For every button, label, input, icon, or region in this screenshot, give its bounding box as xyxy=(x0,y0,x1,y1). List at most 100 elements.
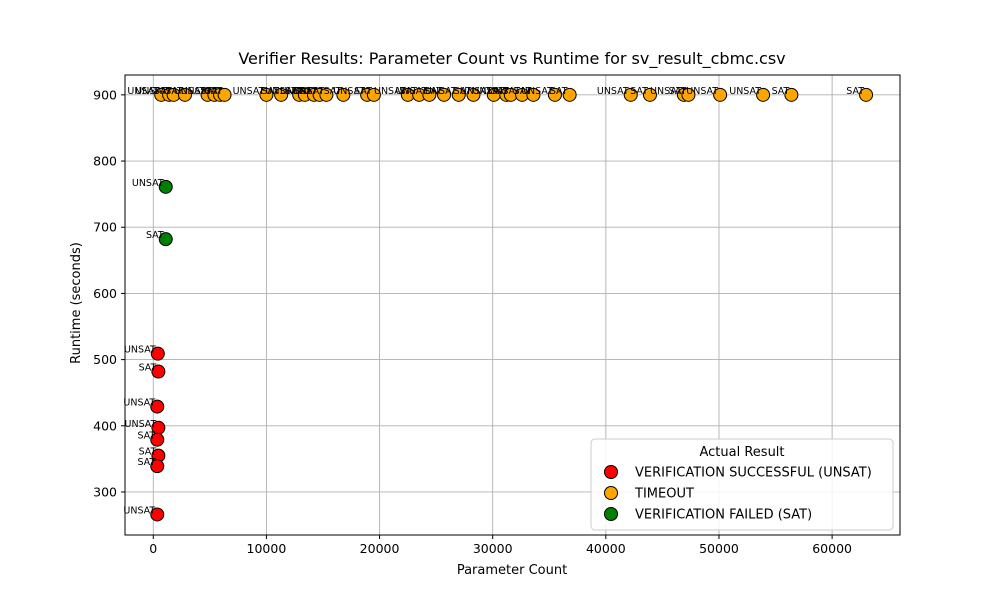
point-label: UNSAT xyxy=(181,86,213,97)
chart-title: Verifier Results: Parameter Count vs Run… xyxy=(238,49,785,69)
point-label: SAT xyxy=(324,86,342,97)
point-label: UNSAT xyxy=(488,86,520,97)
point-label: SAT xyxy=(137,431,155,442)
point-label: SAT xyxy=(300,86,318,97)
data-point xyxy=(451,87,466,102)
point-label: SAT xyxy=(630,86,648,97)
point-label: UNSAT xyxy=(686,86,718,97)
data-point xyxy=(681,87,696,102)
data-point xyxy=(526,87,541,102)
point-label: UNSAT xyxy=(521,86,553,97)
legend-entry: TIMEOUT xyxy=(634,487,694,502)
data-point xyxy=(784,87,799,102)
data-point xyxy=(422,87,437,102)
y-tick-label: 700 xyxy=(93,220,117,235)
axis-ticks: 0 10000 20000 30000 40000 50000 60000 300 400 500… xyxy=(93,87,852,556)
data-points xyxy=(150,87,874,522)
x-tick-label: 60000 xyxy=(812,541,852,556)
point-label: SAT xyxy=(491,86,509,97)
data-point xyxy=(150,432,165,447)
data-point xyxy=(336,87,351,102)
data-point xyxy=(158,232,173,247)
data-point xyxy=(547,87,562,102)
point-label: SAT xyxy=(200,86,218,97)
data-point xyxy=(756,87,771,102)
legend-entry: VERIFICATION SUCCESSFUL (UNSAT) xyxy=(635,466,872,481)
data-point xyxy=(274,87,289,102)
point-label: SAT xyxy=(205,86,223,97)
point-label: SAT xyxy=(154,86,172,97)
x-axis-label: Parameter Count xyxy=(457,563,567,578)
point-label: UNSAT xyxy=(425,86,457,97)
point-label: UNSAT xyxy=(132,178,164,189)
point-label: SAT xyxy=(165,86,183,97)
data-point xyxy=(437,87,452,102)
x-tick-label: 10000 xyxy=(247,541,287,556)
y-axis-label: Runtime (seconds) xyxy=(69,242,84,364)
y-tick-label: 500 xyxy=(93,352,117,367)
data-point xyxy=(859,87,874,102)
point-label: UNSAT xyxy=(333,86,365,97)
point-label: SAT xyxy=(139,363,157,374)
point-label: SAT xyxy=(137,457,155,468)
point-label: UNSAT xyxy=(233,86,265,97)
point-label: SAT xyxy=(139,447,157,458)
point-label: SAT xyxy=(550,86,568,97)
data-point xyxy=(623,87,638,102)
point-label: UNSAT xyxy=(123,398,155,409)
point-label: SAT xyxy=(399,86,417,97)
plot-frame xyxy=(124,74,901,536)
y-tick-label: 600 xyxy=(93,286,117,301)
data-point xyxy=(150,399,165,414)
point-label: UNSAT xyxy=(460,86,492,97)
data-point xyxy=(177,87,192,102)
y-tick-label: 400 xyxy=(93,418,117,433)
point-label: UNSAT xyxy=(135,86,167,97)
data-point xyxy=(713,87,728,102)
point-label: SAT xyxy=(261,86,279,97)
x-tick-label: 0 xyxy=(149,541,157,556)
legend-marker xyxy=(604,465,618,479)
point-label: UNSAT xyxy=(374,86,406,97)
point-label: UNSAT xyxy=(597,86,629,97)
data-point xyxy=(217,87,232,102)
point-label: UNSAT xyxy=(280,86,312,97)
data-point xyxy=(466,87,481,102)
legend: Actual Result VERIFICATION SUCCESSFUL (U… xyxy=(590,438,894,531)
data-point xyxy=(366,87,381,102)
point-label: UNSAT xyxy=(125,419,157,430)
data-point xyxy=(562,87,577,102)
point-label: UNSAT xyxy=(472,86,504,97)
x-tick-label: 50000 xyxy=(699,541,739,556)
data-point xyxy=(150,346,165,361)
point-label: SAT xyxy=(424,86,442,97)
point-labels: UNSATSATUNSATUNSATSATSATSATUNSATUNSATUNS… xyxy=(123,86,864,517)
point-label: SAT xyxy=(454,86,472,97)
legend-title: Actual Result xyxy=(699,445,784,460)
point-label: SAT xyxy=(846,86,864,97)
data-point xyxy=(158,179,173,194)
point-label: SAT xyxy=(354,86,372,97)
point-label: UNSAT xyxy=(124,345,156,356)
x-tick-label: 20000 xyxy=(360,541,400,556)
point-label: UNSAT xyxy=(729,86,761,97)
point-label: SAT xyxy=(514,86,532,97)
data-point xyxy=(150,459,165,474)
y-tick-label: 800 xyxy=(93,154,117,169)
y-tick-label: 300 xyxy=(93,484,117,499)
point-label: UNSAT xyxy=(650,86,682,97)
legend-box xyxy=(590,438,894,531)
point-label: SAT xyxy=(772,86,790,97)
data-point xyxy=(259,87,274,102)
legend-marker xyxy=(604,507,618,521)
point-label: UNSAT xyxy=(265,86,297,97)
point-label: SAT xyxy=(146,230,164,241)
point-label: UNSAT xyxy=(127,86,159,97)
data-point xyxy=(642,87,657,102)
y-tick-label: 900 xyxy=(93,87,117,102)
point-label: SAT xyxy=(285,86,303,97)
data-point xyxy=(319,87,334,102)
point-label: UNSAT xyxy=(395,86,427,97)
